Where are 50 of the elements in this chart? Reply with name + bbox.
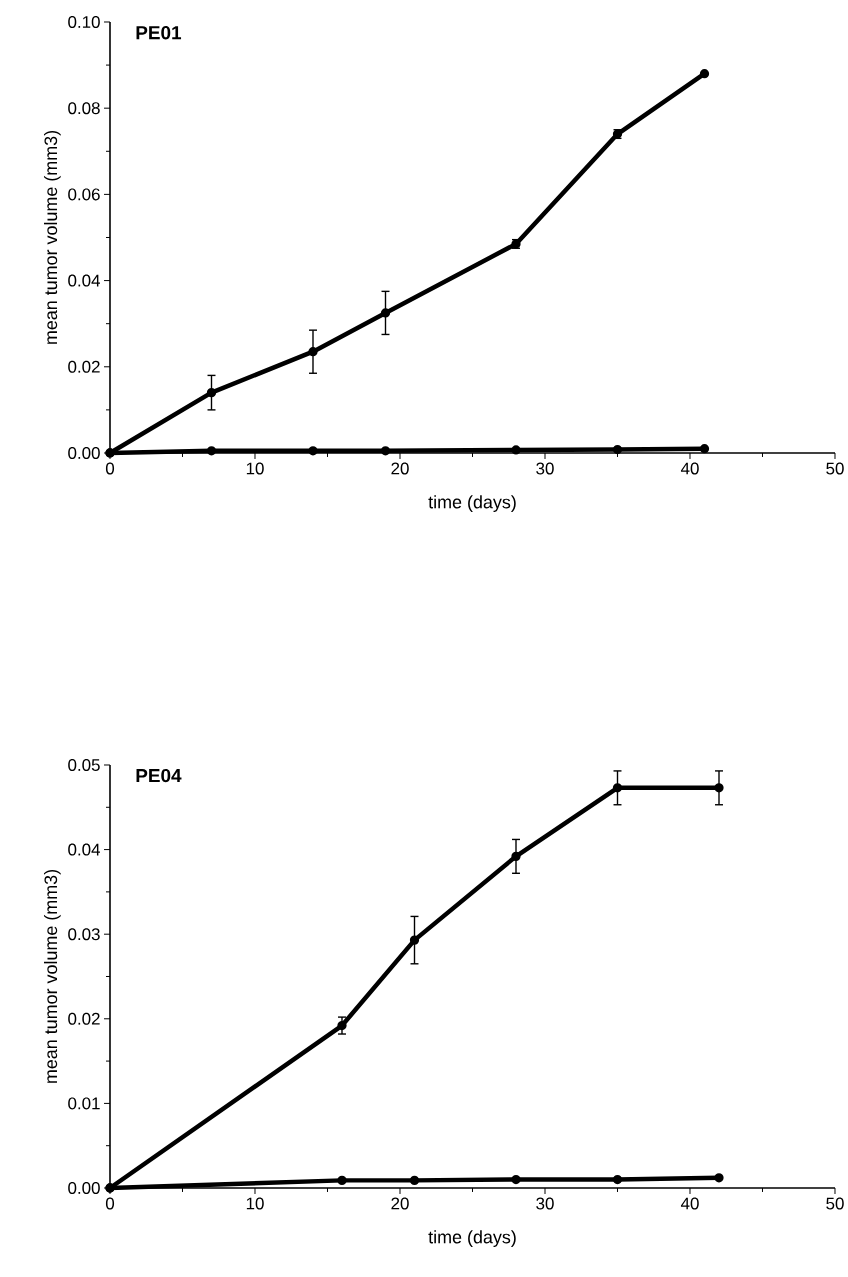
y-tick-label: 0.00 xyxy=(68,446,100,459)
point xyxy=(337,1020,347,1031)
point xyxy=(206,446,217,456)
point xyxy=(409,935,420,945)
x-tick-label: 20 xyxy=(391,1197,409,1210)
point xyxy=(380,446,391,456)
y-tick-label: 0.02 xyxy=(68,1012,100,1025)
point xyxy=(337,1175,347,1186)
x-tick-label: 20 xyxy=(391,462,409,475)
x-tick-label: 10 xyxy=(247,462,264,475)
x-axis-title: time (days) xyxy=(428,495,516,512)
x-axis-title: time (days) xyxy=(428,1230,516,1247)
point xyxy=(409,1175,420,1186)
y-tick-label: 0.08 xyxy=(68,102,100,115)
y-tick-label: 0.04 xyxy=(68,843,101,856)
y-tick-label: 0.00 xyxy=(68,1181,100,1194)
x-tick-label: 50 xyxy=(826,462,844,475)
y-tick-label: 0.06 xyxy=(68,188,100,201)
x-tick-label: 50 xyxy=(826,1197,844,1210)
y-tick-label: 0.05 xyxy=(68,758,100,771)
point xyxy=(612,783,623,793)
y-tick-label: 0.10 xyxy=(68,15,100,28)
point xyxy=(511,1174,521,1185)
point xyxy=(380,308,391,318)
x-tick-label: 0 xyxy=(106,1197,115,1210)
point xyxy=(612,444,623,455)
point xyxy=(308,347,318,357)
chart-title: PE01 xyxy=(136,25,182,40)
x-tick-label: 40 xyxy=(681,462,699,475)
x-tick-label: 10 xyxy=(247,1197,264,1210)
y-axis-title: mean tumor volume (mm3) xyxy=(44,870,61,1083)
point xyxy=(699,69,710,79)
y-tick-label: 0.01 xyxy=(68,1097,100,1110)
point xyxy=(206,388,217,398)
point xyxy=(511,851,521,861)
x-tick-label: 0 xyxy=(106,462,115,475)
point xyxy=(699,444,710,454)
x-tick-label: 30 xyxy=(536,462,554,475)
x-tick-label: 40 xyxy=(681,1197,699,1210)
y-tick-label: 0.04 xyxy=(68,274,101,287)
y-axis-title: mean tumor volume (mm3) xyxy=(44,131,61,344)
chart-title: PE04 xyxy=(136,768,182,783)
point xyxy=(308,446,318,456)
point xyxy=(511,445,521,455)
point xyxy=(612,1174,623,1185)
x-tick-label: 30 xyxy=(536,1197,554,1210)
point xyxy=(714,783,724,793)
point xyxy=(714,1173,724,1183)
y-tick-label: 0.03 xyxy=(68,928,100,941)
y-tick-label: 0.02 xyxy=(68,360,100,373)
